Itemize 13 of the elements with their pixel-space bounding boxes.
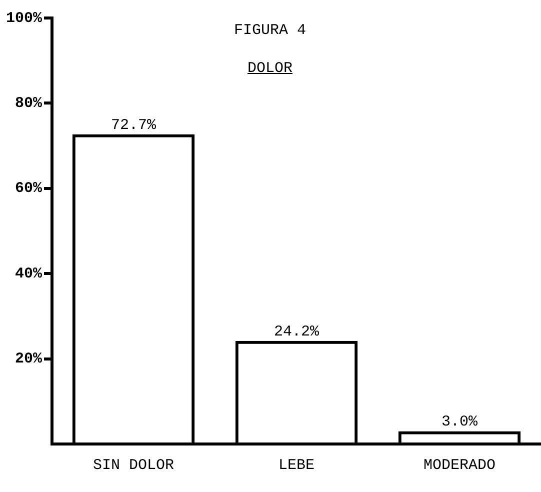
text: DOLOR <box>247 60 292 77</box>
y-tick-label: 40% <box>14 265 43 282</box>
data-label: 3.0% <box>441 414 478 431</box>
y-tick-label: 80% <box>14 94 43 112</box>
x-tick-label: SIN DOLOR <box>92 456 174 474</box>
y-tick-label: 60% <box>14 180 43 198</box>
y-tick-label: 100% <box>6 10 43 27</box>
data-label: 24.2% <box>274 323 320 340</box>
x-tick-label: LEBE <box>278 456 315 474</box>
chart-title: FIGURA 4 <box>232 22 307 39</box>
x-tick-label: MODERADO <box>423 456 496 474</box>
data-label: 72.7% <box>110 116 158 134</box>
y-tick-label: 20% <box>14 350 43 368</box>
